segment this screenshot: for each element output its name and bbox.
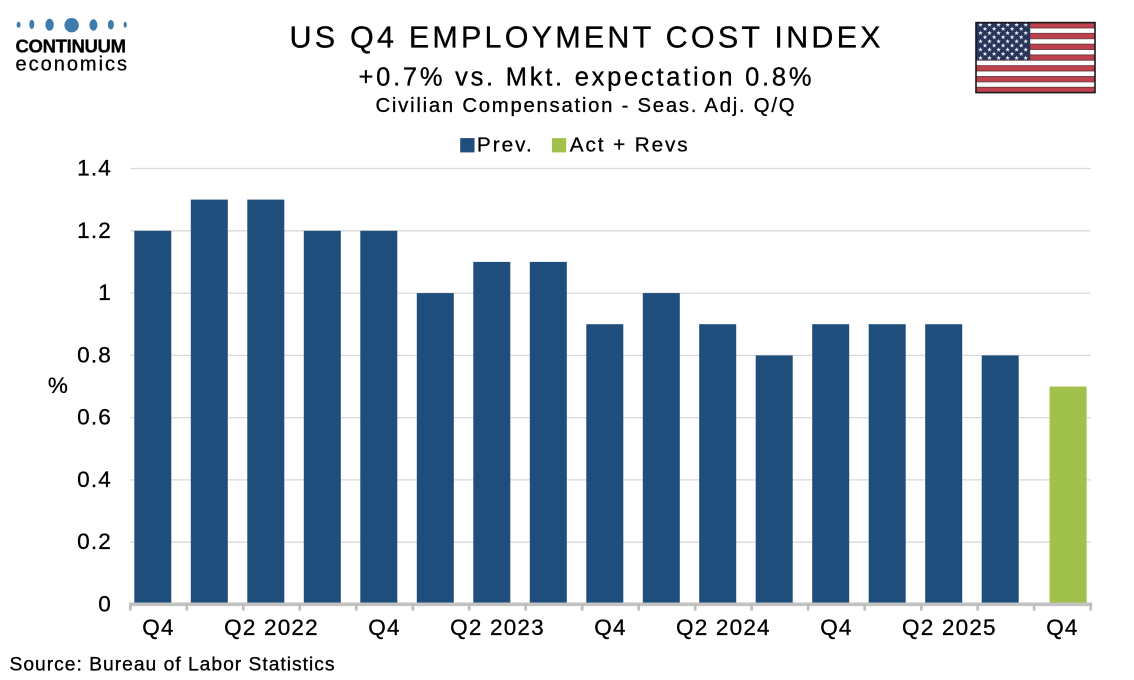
svg-text:1.2: 1.2	[77, 218, 112, 243]
svg-text:Q4: Q4	[142, 615, 174, 640]
svg-text:%: %	[48, 373, 69, 398]
svg-text:Q4: Q4	[1046, 615, 1078, 640]
svg-text:US Q4 EMPLOYMENT COST INDEX: US Q4 EMPLOYMENT COST INDEX	[290, 21, 881, 55]
svg-text:Q4: Q4	[594, 615, 626, 640]
svg-text:Act + Revs: Act + Revs	[570, 133, 688, 156]
svg-text:Q2 2024: Q2 2024	[676, 615, 771, 640]
svg-text:Q4: Q4	[820, 615, 852, 640]
svg-text:0.2: 0.2	[77, 529, 112, 554]
svg-text:0: 0	[98, 592, 112, 617]
svg-text:CONTINUUM: CONTINUUM	[16, 36, 127, 57]
svg-text:0.4: 0.4	[77, 467, 112, 492]
svg-text:Q2 2022: Q2 2022	[224, 615, 319, 640]
svg-text:0.8: 0.8	[77, 342, 112, 367]
svg-text:Q2 2023: Q2 2023	[450, 615, 545, 640]
svg-text:0.6: 0.6	[77, 405, 112, 430]
svg-text:Q2 2025: Q2 2025	[902, 615, 997, 640]
svg-text:Prev.: Prev.	[477, 133, 532, 156]
svg-text:economics: economics	[16, 54, 128, 76]
svg-text:+0.7% vs. Mkt. expectation 0.8: +0.7% vs. Mkt. expectation 0.8%	[359, 64, 812, 92]
svg-text:Q4: Q4	[368, 615, 400, 640]
svg-text:1: 1	[98, 280, 112, 305]
svg-text:Source: Bureau of Labor Statis: Source: Bureau of Labor Statistics	[10, 655, 335, 676]
svg-text:1.4: 1.4	[77, 156, 112, 181]
